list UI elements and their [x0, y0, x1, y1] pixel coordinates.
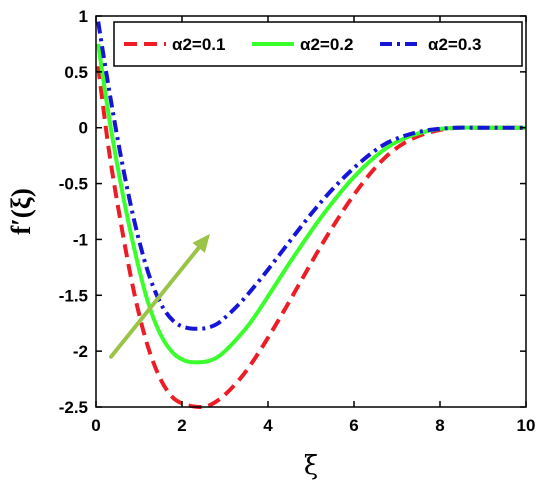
annotation-layer: [109, 233, 210, 359]
legend: α2=0.1 α2=0.2 α2=0.3: [113, 21, 523, 67]
legend-label-2: α2=0.2: [300, 35, 353, 54]
arrow-annotation-head: [192, 233, 210, 253]
x-tick-label: 6: [349, 416, 358, 435]
x-tick-label: 0: [91, 416, 100, 435]
y-axis-label: f′(ξ): [6, 188, 36, 235]
y-tick-label: -0.5: [59, 175, 88, 194]
y-tick-label: -2.5: [59, 398, 88, 417]
y-tick-label: -2: [73, 342, 88, 361]
y-tick-label: 0.5: [64, 63, 88, 82]
legend-label-1: α2=0.1: [172, 35, 225, 54]
y-tick-label: 1: [79, 7, 88, 26]
legend-box: [113, 21, 523, 67]
legend-label-3: α2=0.3: [428, 35, 481, 54]
x-axis-label: ξ: [304, 451, 318, 481]
y-tick-label: 0: [79, 119, 88, 138]
series-line-1: [96, 66, 526, 410]
y-tick-label: -1.5: [59, 286, 88, 305]
y-tick-label: -1: [73, 230, 88, 249]
x-tick-label: 8: [435, 416, 444, 435]
x-tick-label: 10: [517, 416, 536, 435]
x-tick-label: 2: [177, 416, 186, 435]
axes-layer: 0 2 4 6 8 10 1 0.5 0 -0.5 -1 -1.5 -2 -2.5: [59, 7, 536, 435]
x-tick-label: 4: [263, 416, 273, 435]
arrow-annotation-shaft: [109, 245, 201, 359]
series-line-2: [96, 43, 526, 365]
labels: ξ f′(ξ): [6, 188, 318, 481]
plot-frame: [95, 15, 527, 408]
series-line-3: [96, 21, 526, 331]
series-layer: [96, 21, 526, 410]
